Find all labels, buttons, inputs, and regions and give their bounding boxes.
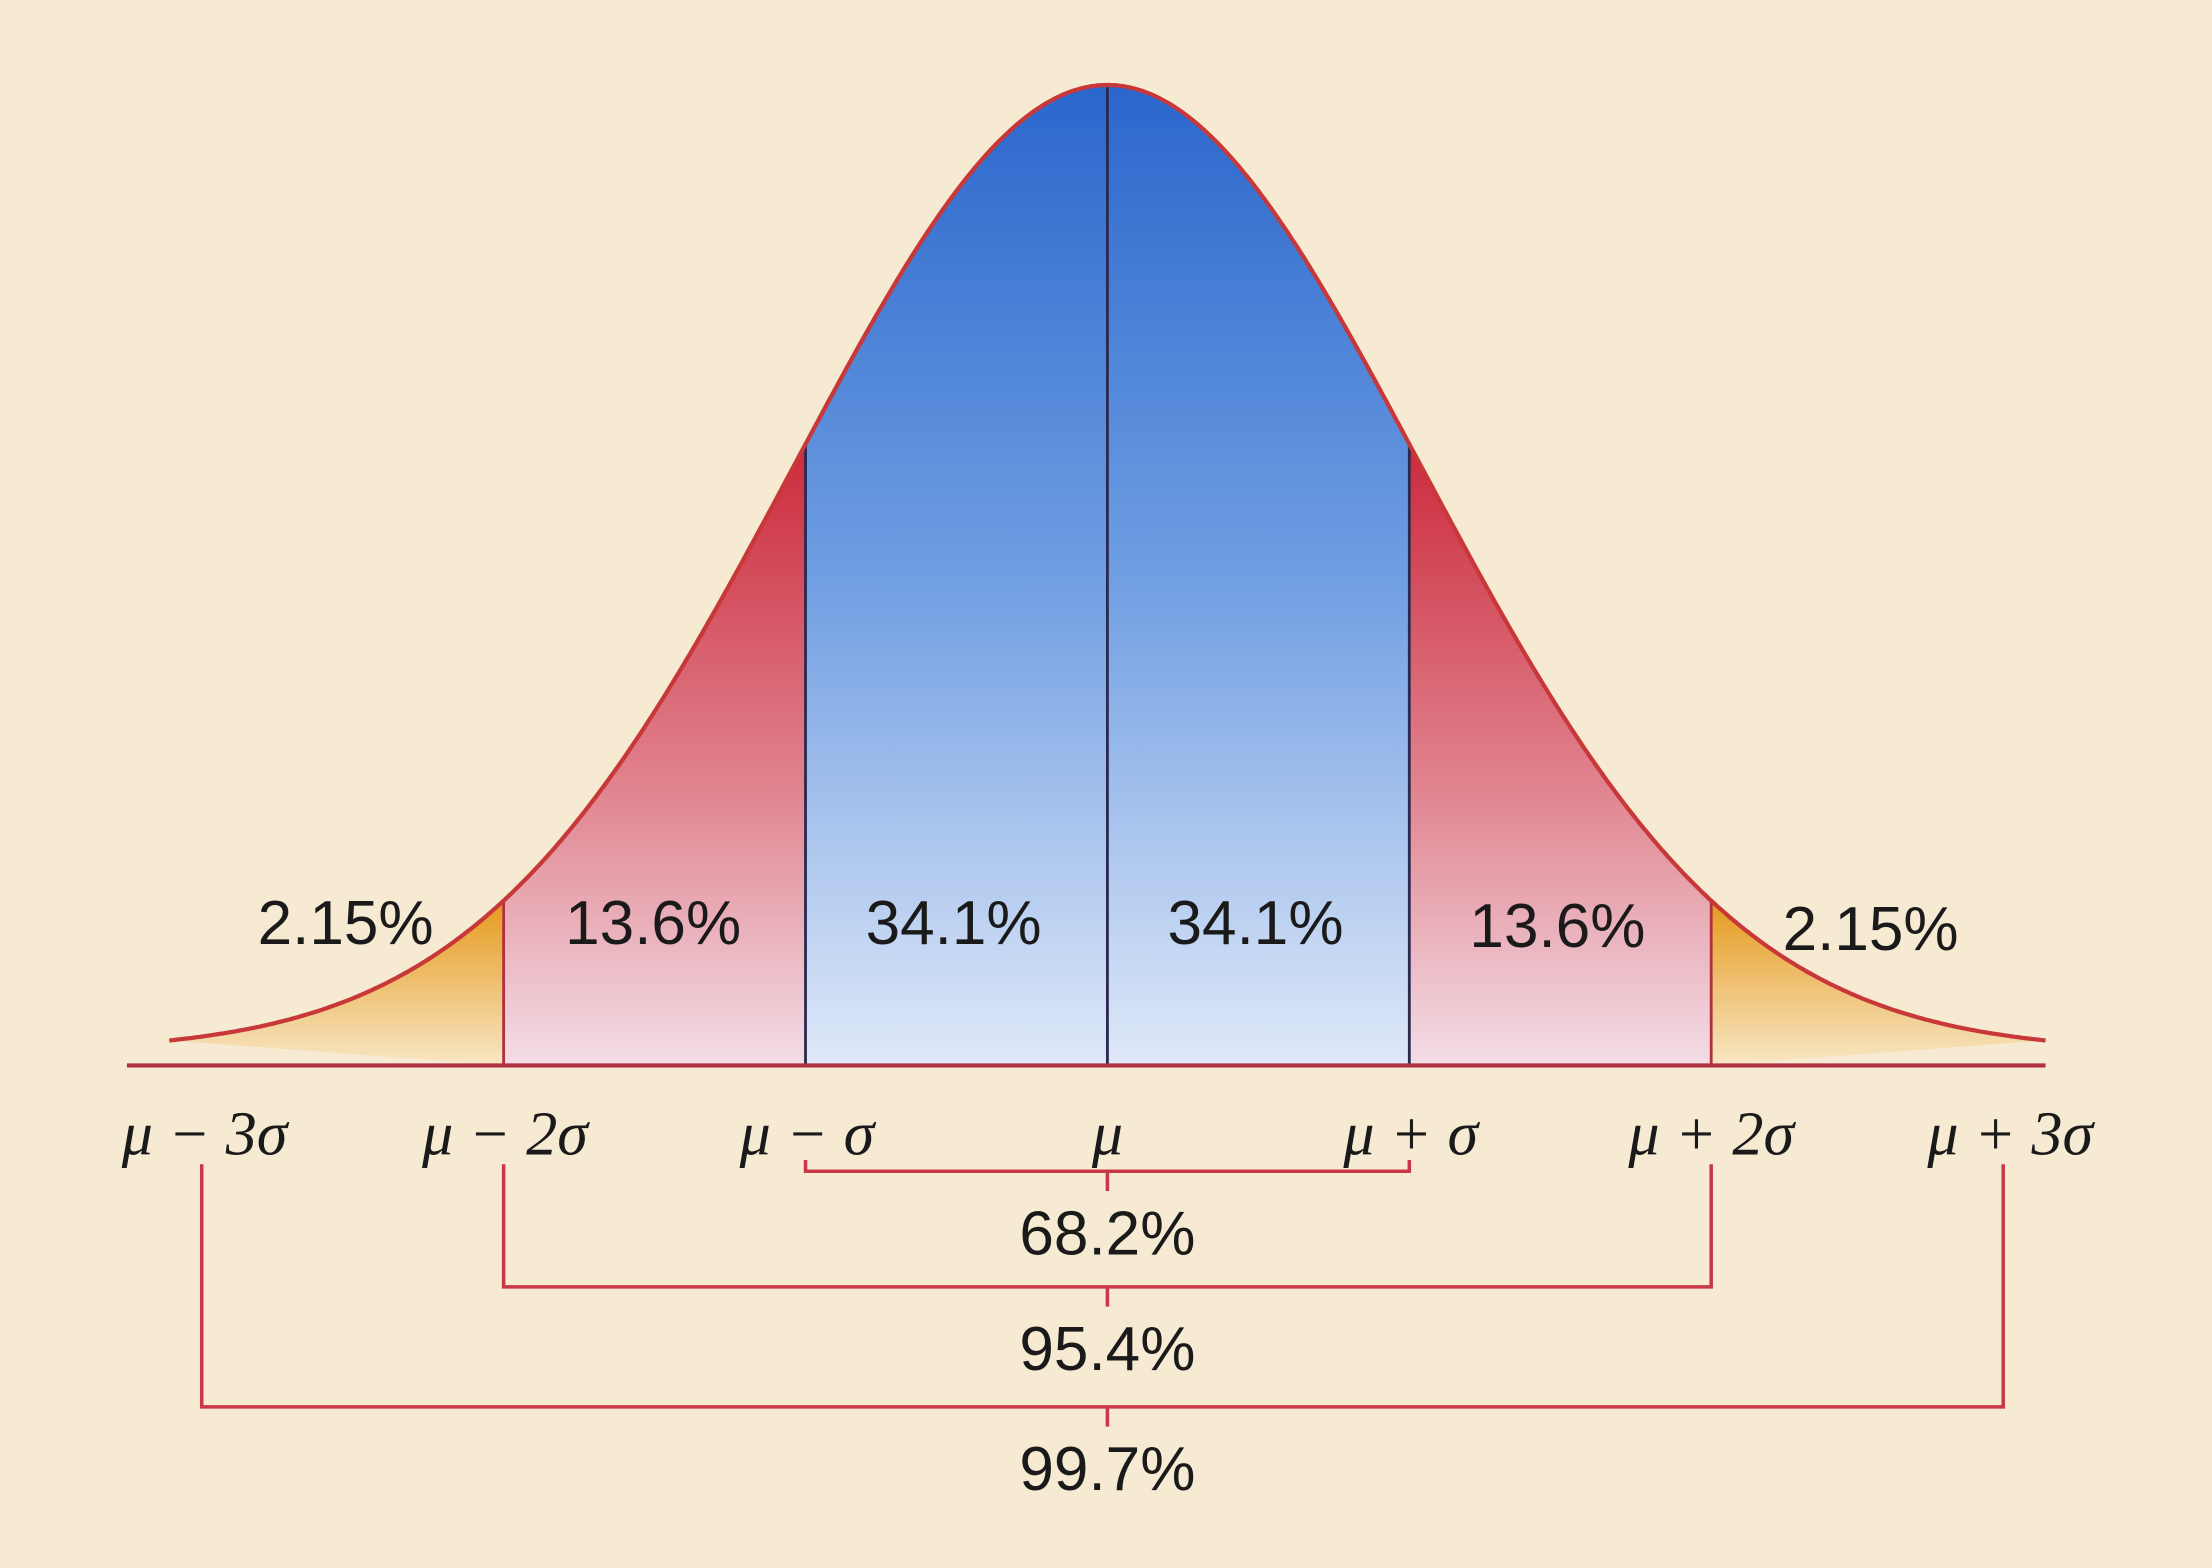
bracket-label: 99.7% (1019, 1435, 1195, 1504)
regions (169, 84, 2046, 1066)
axis-label: μ − 3σ (121, 1100, 290, 1168)
region (169, 901, 504, 1066)
region (1711, 900, 2046, 1066)
region-label: 13.6% (1469, 892, 1645, 961)
curve (169, 82, 2046, 1043)
bracket (803, 1159, 1412, 1191)
region-label: 2.15% (258, 889, 434, 958)
axis-label: μ + 2σ (1627, 1100, 1796, 1168)
region (503, 444, 806, 1066)
region-label: 34.1% (866, 889, 1042, 958)
axis-label: μ (1091, 1100, 1123, 1168)
bracket (501, 1164, 1713, 1307)
region-label: 13.6% (565, 889, 741, 958)
region (1409, 444, 1712, 1066)
region-label: 2.15% (1783, 895, 1959, 964)
bracket-label: 68.2% (1019, 1199, 1195, 1268)
axis-label: μ + 3σ (1926, 1100, 2095, 1168)
axis-label: μ − 2σ (421, 1100, 590, 1168)
axis-label: μ − σ (739, 1100, 877, 1168)
overlay: 2.15% 13.6% 34.1% 34.1% 13.6% 2.15% μ − 3σ μ − … (121, 82, 2096, 1504)
bracket (199, 1164, 2005, 1427)
bracket-label: 95.4% (1019, 1315, 1195, 1384)
region (1107, 84, 1410, 1066)
region (805, 84, 1108, 1066)
axis-label: μ + σ (1342, 1100, 1480, 1168)
region-label: 34.1% (1168, 889, 1344, 958)
